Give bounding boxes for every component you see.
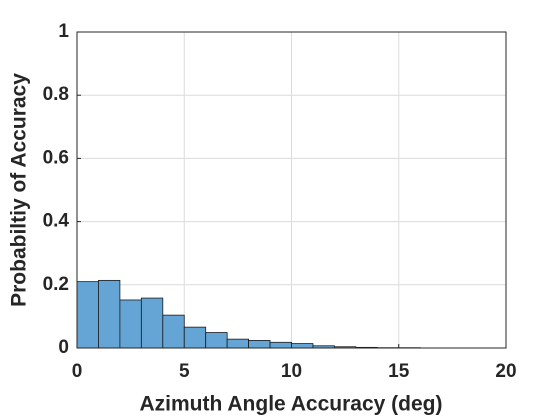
bar [226, 338, 249, 349]
x-tick-label: 15 [388, 361, 410, 382]
y-tick-label: 0.4 [43, 211, 70, 232]
y-tick-label: 0 [58, 337, 69, 358]
x-tick-label: 10 [281, 361, 302, 382]
y-axis-label: Probabiltiy of Accuracy [8, 73, 31, 307]
y-tick-label: 0.8 [43, 84, 69, 105]
axes-box [76, 31, 507, 349]
x-tick-label: 0 [72, 361, 83, 382]
y-tick-label: 0.2 [43, 274, 69, 295]
bar [291, 343, 314, 349]
bar [162, 314, 185, 349]
y-tick-label: 0.6 [43, 147, 69, 168]
bar [248, 340, 271, 349]
bar [205, 332, 228, 349]
bar [183, 326, 207, 349]
bar [76, 281, 99, 349]
y-tick-label: 1 [58, 21, 69, 42]
x-axis-label: Azimuth Angle Accuracy (deg) [140, 393, 443, 416]
x-tick-label: 5 [179, 361, 190, 382]
bar [269, 341, 292, 349]
x-tick-label: 20 [495, 361, 516, 382]
bar [119, 299, 142, 349]
bar [98, 279, 121, 349]
bar [140, 297, 164, 349]
